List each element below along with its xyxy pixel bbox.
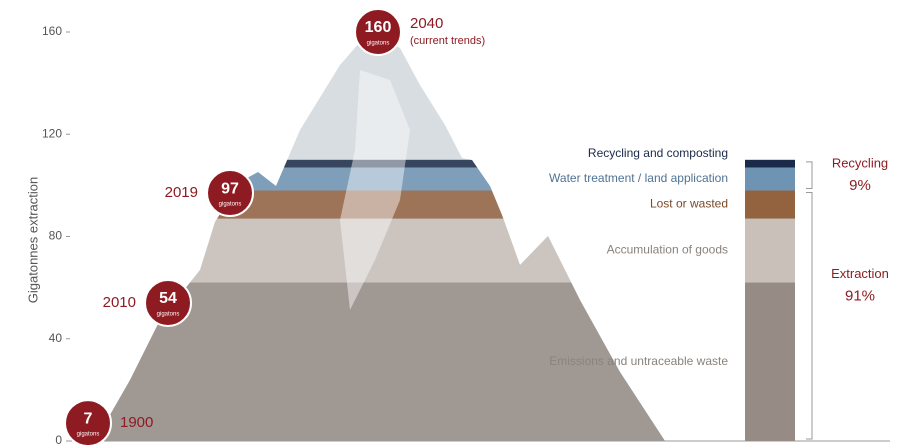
y-tick-label: 120 bbox=[42, 126, 62, 140]
milestone-year: 2019 bbox=[165, 184, 198, 201]
bracket bbox=[806, 162, 812, 189]
milestone-year: 2010 bbox=[103, 294, 136, 311]
segment-label: Emissions and untraceable waste bbox=[549, 354, 728, 368]
milestone-year: 1900 bbox=[120, 414, 153, 431]
y-tick-label: 160 bbox=[42, 24, 62, 38]
y-axis-label: Gigatonnes extraction bbox=[25, 177, 40, 303]
segment-label: Accumulation of goods bbox=[607, 243, 728, 257]
milestone-unit: gigatons bbox=[157, 312, 180, 318]
segment-label: Water treatment / land application bbox=[549, 171, 728, 185]
chart: Gigatonnes extraction 0 40 80 120 160 Emissio… bbox=[0, 0, 902, 448]
milestone-unit: gigatons bbox=[367, 41, 390, 47]
milestone-value: 7 bbox=[84, 410, 93, 427]
milestone-value: 97 bbox=[221, 180, 239, 197]
group-share: 9% bbox=[849, 177, 871, 194]
group-label: Recycling bbox=[832, 156, 888, 171]
bar-segment bbox=[745, 219, 795, 283]
segment-label: Lost or wasted bbox=[650, 197, 728, 211]
bar-segment bbox=[745, 190, 795, 218]
milestone-year: 2040 bbox=[410, 15, 443, 32]
segment-label: Recycling and composting bbox=[588, 146, 728, 160]
milestone-value: 54 bbox=[159, 290, 177, 307]
y-tick-label: 40 bbox=[49, 331, 63, 345]
milestone-value: 160 bbox=[365, 19, 392, 36]
milestone-note: (current trends) bbox=[410, 35, 485, 47]
bar-segment bbox=[745, 283, 795, 441]
y-tick-label: 0 bbox=[55, 433, 62, 447]
milestone-unit: gigatons bbox=[77, 432, 100, 438]
group-share: 91% bbox=[845, 288, 875, 305]
bar-segment bbox=[745, 160, 795, 168]
bracket bbox=[806, 192, 812, 439]
bar-segment bbox=[745, 167, 795, 190]
milestone-unit: gigatons bbox=[219, 202, 242, 208]
y-tick-label: 80 bbox=[49, 229, 63, 243]
group-label: Extraction bbox=[831, 266, 889, 281]
